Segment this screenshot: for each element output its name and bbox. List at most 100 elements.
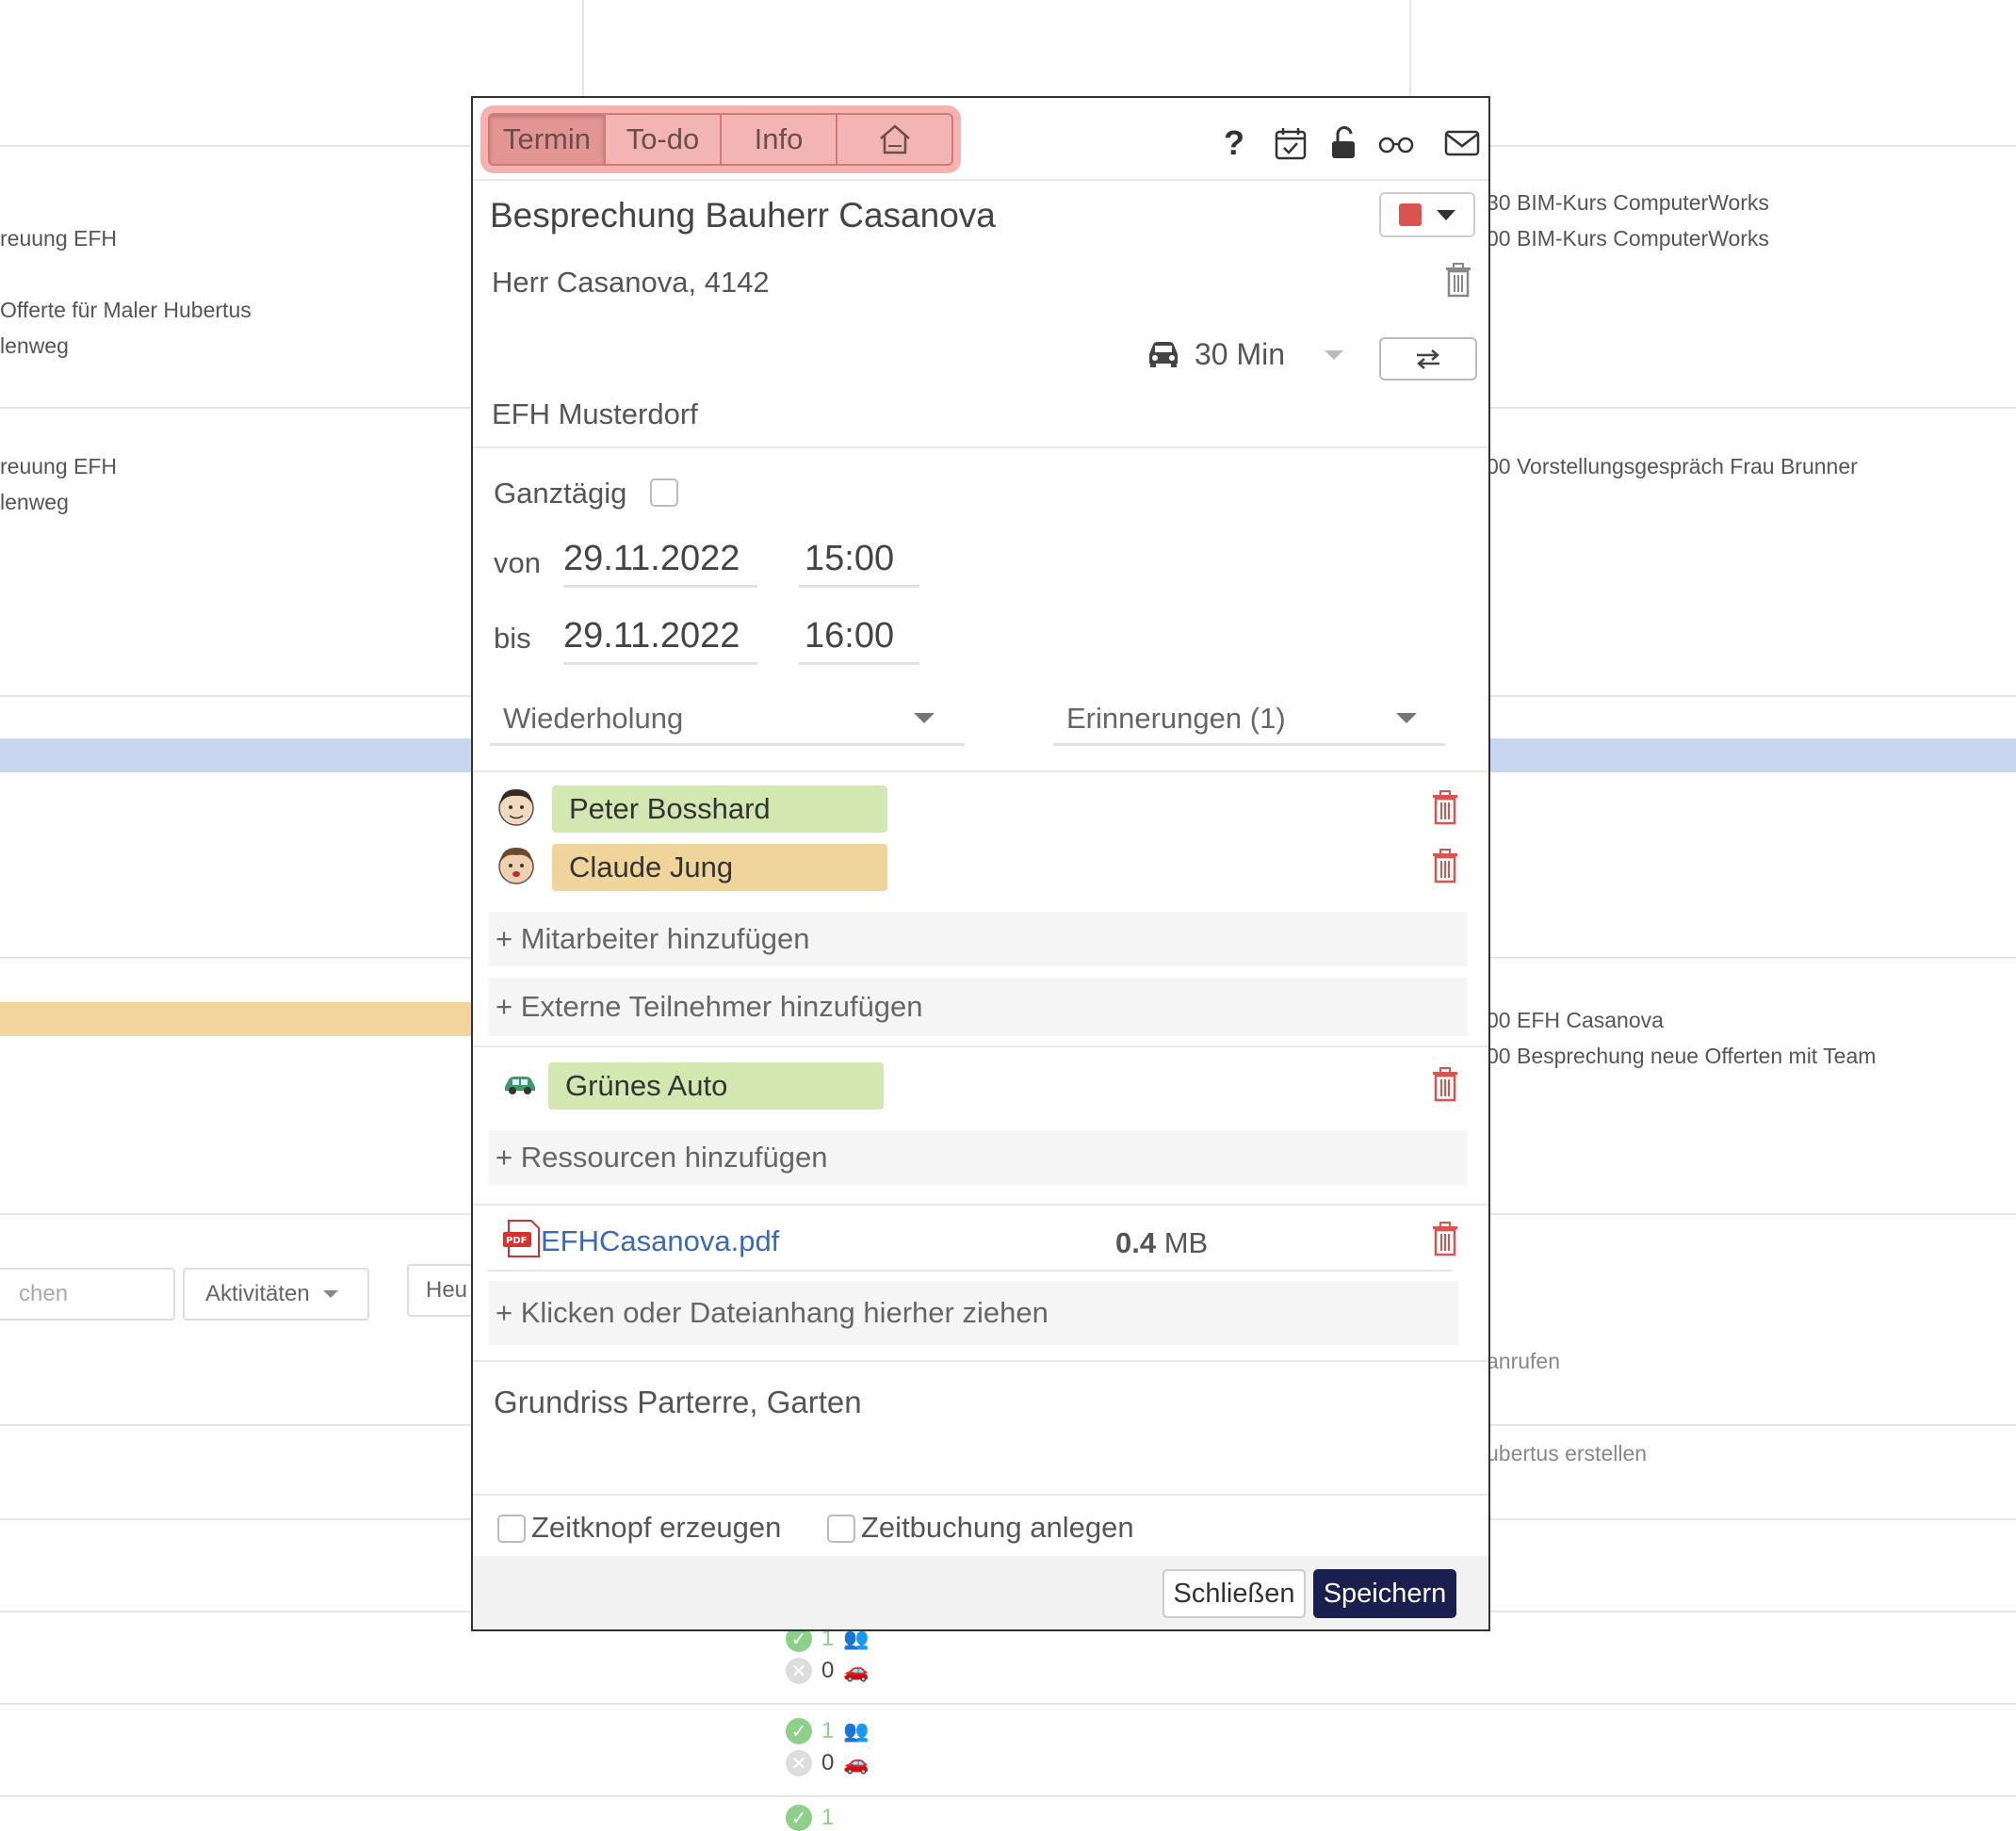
- save-button[interactable]: Speichern: [1313, 1569, 1456, 1618]
- svg-text:PDF: PDF: [506, 1236, 527, 1246]
- today-button[interactable]: Heu: [407, 1264, 482, 1317]
- avatar: [498, 789, 534, 826]
- calendar-event-text[interactable]: reuung EFH: [0, 226, 118, 251]
- appointment-title[interactable]: Besprechung Bauherr Casanova: [490, 196, 996, 235]
- to-date-input[interactable]: 29.11.2022: [563, 616, 757, 665]
- car-icon: 🚗: [843, 1751, 870, 1774]
- calendar-event-text[interactable]: Offerte für Maler Hubertus: [0, 298, 252, 322]
- glasses-icon[interactable]: [1377, 124, 1415, 162]
- calendar-event-text[interactable]: 00 Vorstellungsgespräch Frau Brunner: [1487, 454, 1858, 478]
- calendar-event-text[interactable]: lenweg: [0, 490, 69, 514]
- check-icon: ✓: [786, 1718, 812, 1744]
- color-selector[interactable]: [1379, 192, 1475, 237]
- todo-text[interactable]: ubertus erstellen: [1487, 1441, 1648, 1466]
- attachment-link[interactable]: EFHCasanova.pdf: [541, 1224, 780, 1257]
- calendar-event-text[interactable]: 30 BIM-Kurs ComputerWorks: [1487, 190, 1769, 215]
- tab-bar: Termin To-do Info: [480, 105, 961, 173]
- calendar-event-text[interactable]: reuung EFH: [0, 454, 118, 478]
- grid-divider: [582, 0, 584, 96]
- tab-info[interactable]: Info: [722, 115, 837, 164]
- todo-text[interactable]: anrufen: [1487, 1349, 1561, 1373]
- resource-chip[interactable]: Grünes Auto: [548, 1062, 884, 1110]
- help-icon[interactable]: ?: [1224, 123, 1244, 162]
- all-day-checkbox[interactable]: [650, 478, 678, 507]
- home-icon: [879, 124, 910, 154]
- grid-line: [0, 1703, 2016, 1705]
- car-icon: [505, 1077, 535, 1094]
- trash-icon[interactable]: [1443, 262, 1473, 298]
- chevron-down-icon: [322, 1290, 338, 1298]
- car-count: 0: [821, 1658, 835, 1683]
- people-icon: 👥: [843, 1719, 870, 1742]
- calendar-event-text[interactable]: lenweg: [0, 333, 69, 358]
- people-count: 1: [821, 1626, 835, 1651]
- pdf-icon: PDF: [503, 1220, 540, 1257]
- create-timer-checkbox[interactable]: [497, 1515, 526, 1543]
- tab-home[interactable]: [837, 115, 951, 164]
- notes-field[interactable]: Grundriss Parterre, Garten: [494, 1385, 862, 1419]
- participant-chip[interactable]: Peter Bosshard: [552, 786, 887, 833]
- reminders-dropdown[interactable]: Erinnerungen (1): [1053, 693, 1445, 746]
- create-booking-checkbox[interactable]: [827, 1515, 855, 1543]
- caret-down-icon[interactable]: [1325, 350, 1343, 360]
- trash-icon[interactable]: [1430, 1066, 1460, 1102]
- contact-field[interactable]: Herr Casanova, 4142: [492, 266, 770, 299]
- from-time-input[interactable]: 15:00: [799, 539, 919, 588]
- dialog-footer: Schließen Speichern: [473, 1556, 1488, 1629]
- from-label: von: [494, 546, 541, 579]
- tab-todo[interactable]: To-do: [606, 115, 722, 164]
- caret-down-icon: [1396, 713, 1417, 723]
- add-employee-button[interactable]: + Mitarbeiter hinzufügen: [488, 912, 1468, 966]
- trash-icon[interactable]: [1430, 848, 1460, 883]
- attachment-size-unit: MB: [1163, 1226, 1209, 1259]
- create-timer-label: Zeitknopf erzeugen: [531, 1511, 782, 1544]
- stat-people: ✓ 1: [786, 1805, 834, 1831]
- to-label: bis: [494, 622, 531, 655]
- calendar-event-text[interactable]: 00 Besprechung neue Offerten mit Team: [1487, 1044, 1877, 1068]
- car-icon: 🚗: [843, 1659, 870, 1682]
- repeat-dropdown[interactable]: Wiederholung: [490, 693, 965, 746]
- close-button[interactable]: Schließen: [1162, 1569, 1306, 1618]
- calendar-event-text[interactable]: 00 BIM-Kurs ComputerWorks: [1487, 226, 1769, 251]
- car-count: 0: [821, 1750, 835, 1775]
- project-field[interactable]: EFH Musterdorf: [492, 397, 698, 430]
- people-count: 1: [821, 1718, 835, 1743]
- to-time-input[interactable]: 16:00: [799, 616, 919, 665]
- swap-button[interactable]: [1379, 337, 1477, 381]
- stat-cars: ✕ 0 🚗: [786, 1658, 870, 1684]
- caret-down-icon: [914, 713, 935, 723]
- create-booking-label: Zeitbuchung anlegen: [861, 1511, 1134, 1544]
- divider: [488, 1270, 1453, 1272]
- x-icon: ✕: [786, 1750, 812, 1776]
- calendar-check-icon[interactable]: [1272, 124, 1309, 162]
- activities-label: Aktivitäten: [205, 1281, 310, 1306]
- calendar-event-band[interactable]: [0, 1002, 471, 1036]
- search-input[interactable]: chen: [0, 1268, 175, 1321]
- travel-time-value[interactable]: 30 Min: [1195, 337, 1286, 371]
- repeat-label: Wiederholung: [503, 701, 684, 735]
- activities-dropdown[interactable]: Aktivitäten: [183, 1268, 369, 1321]
- trash-icon[interactable]: [1430, 1221, 1460, 1256]
- attachment-dropzone[interactable]: + Klicken oder Dateianhang hierher ziehe…: [488, 1281, 1458, 1345]
- car-icon: [1149, 342, 1178, 367]
- add-external-button[interactable]: + Externe Teilnehmer hinzufügen: [488, 978, 1468, 1036]
- resource-name: Grünes Auto: [565, 1069, 728, 1102]
- tab-termin[interactable]: Termin: [490, 115, 606, 164]
- attachment-size: 0.4 MB: [1115, 1226, 1208, 1260]
- check-icon: ✓: [786, 1805, 812, 1831]
- from-date-input[interactable]: 29.11.2022: [563, 539, 757, 588]
- add-resource-button[interactable]: + Ressourcen hinzufügen: [488, 1130, 1468, 1185]
- grid-divider: [1409, 0, 1411, 96]
- participant-name: Peter Bosshard: [569, 792, 771, 825]
- caret-down-icon: [1437, 209, 1455, 220]
- avatar: [498, 848, 534, 884]
- stat-people: ✓ 1 👥: [786, 1718, 870, 1744]
- calendar-event-text[interactable]: 00 EFH Casanova: [1487, 1008, 1664, 1032]
- participant-chip[interactable]: Claude Jung: [552, 844, 887, 891]
- trash-icon[interactable]: [1430, 789, 1460, 825]
- mail-icon[interactable]: [1443, 124, 1481, 162]
- unlock-icon[interactable]: [1325, 124, 1362, 162]
- all-day-label: Ganztägig: [494, 477, 627, 510]
- color-swatch: [1399, 203, 1422, 226]
- stat-cars: ✕ 0 🚗: [786, 1750, 870, 1776]
